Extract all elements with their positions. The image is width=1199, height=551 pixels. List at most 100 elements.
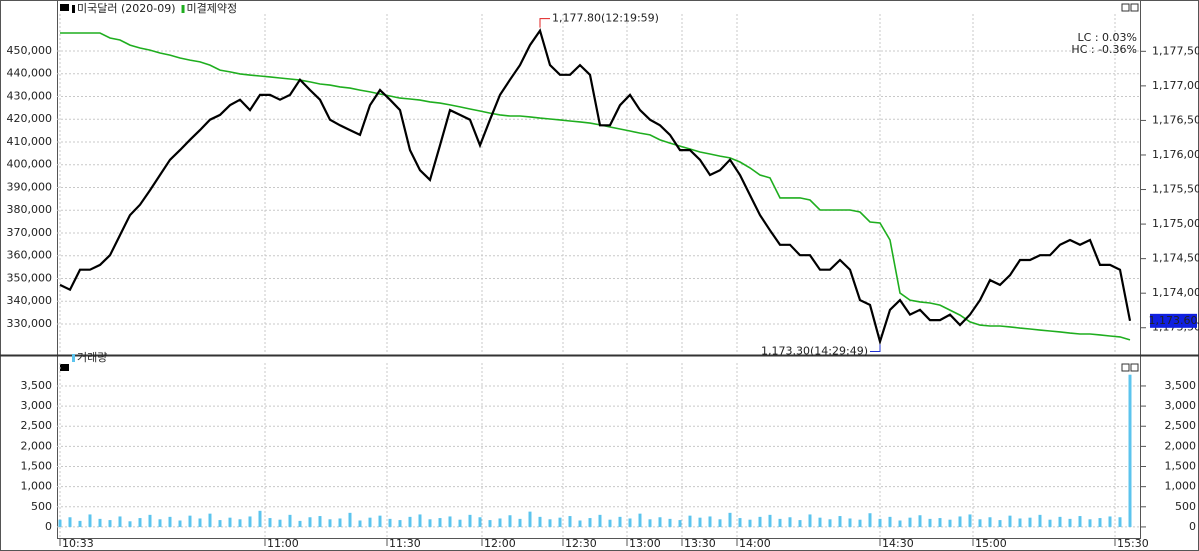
volume-bar xyxy=(648,519,652,527)
volume-bar xyxy=(668,518,672,527)
y-tick-label: 1,000 xyxy=(21,480,53,493)
last-value-label: 1,173.60 xyxy=(1149,314,1198,327)
y2-tick-label: 3,500 xyxy=(1165,379,1197,392)
volume-bar xyxy=(378,515,382,527)
volume-bar xyxy=(1068,518,1072,527)
legend-label: 미국달러 (2020-09) xyxy=(77,2,176,15)
x-tick-label: 11:30 xyxy=(389,537,421,550)
y2-tick-label: 1,176,50 xyxy=(1152,113,1199,126)
volume-bar xyxy=(688,515,692,527)
volume-bar xyxy=(228,517,232,527)
volume-bar xyxy=(808,514,812,527)
last-value-box xyxy=(1150,313,1197,328)
y2-tick-label: 2,500 xyxy=(1165,419,1197,432)
window-button[interactable] xyxy=(1130,3,1139,12)
y-tick-label: 420,000 xyxy=(7,112,53,125)
x-tick-label: 10:33 xyxy=(62,537,94,550)
window-button[interactable] xyxy=(1121,3,1130,12)
y-tick-label: 330,000 xyxy=(7,317,53,330)
volume-bar xyxy=(1008,515,1012,527)
volume-bar xyxy=(738,518,742,527)
volume-bar xyxy=(338,518,342,527)
y2-tick-label: 500 xyxy=(1175,500,1196,513)
y2-tick-label: 1,174,50 xyxy=(1152,252,1199,265)
volume-bar xyxy=(728,512,732,527)
volume-bar xyxy=(528,511,532,527)
panel-icon xyxy=(60,4,69,11)
y-tick-label: 390,000 xyxy=(7,180,53,193)
x-tick-label: 12:00 xyxy=(484,537,516,550)
y2-tick-label: 2,000 xyxy=(1165,439,1197,452)
y2-tick-label: 1,500 xyxy=(1165,460,1197,473)
volume-bar xyxy=(948,519,952,527)
volume-bar xyxy=(1098,518,1102,527)
y-tick-label: 340,000 xyxy=(7,294,53,307)
volume-bar xyxy=(908,517,912,527)
y-tick-label: 3,000 xyxy=(21,399,53,412)
volume-bar xyxy=(408,516,412,527)
window-button[interactable] xyxy=(1121,363,1130,372)
volume-bar xyxy=(248,516,252,527)
x-tick-label: 14:00 xyxy=(739,537,771,550)
volume-bar xyxy=(798,520,802,527)
x-tick-label: 13:00 xyxy=(629,537,661,550)
volume-bar xyxy=(538,516,542,527)
x-tick-label: 14:30 xyxy=(882,537,914,550)
volume-bar xyxy=(708,516,712,527)
volume-bar xyxy=(588,518,592,527)
volume-bar xyxy=(718,519,722,527)
x-tick-label: 15:30 xyxy=(1117,537,1149,550)
volume-bar xyxy=(608,519,612,527)
y-tick-label: 1,500 xyxy=(21,460,53,473)
volume-bar xyxy=(488,520,492,527)
annotation: 1,177.80(12:19:59) xyxy=(552,12,659,25)
volume-bar xyxy=(148,514,152,527)
volume-bar xyxy=(438,518,442,527)
y2-tick-label: 1,175,50 xyxy=(1152,183,1199,196)
y-tick-label: 400,000 xyxy=(7,158,53,171)
volume-bar xyxy=(268,518,272,527)
volume-bar xyxy=(858,519,862,527)
volume-bar xyxy=(278,519,282,527)
volume-bar xyxy=(78,520,82,527)
stat-label: LC : 0.03% xyxy=(1078,31,1137,44)
volume-bar xyxy=(1108,516,1112,527)
volume-bar xyxy=(848,518,852,527)
volume-bar xyxy=(698,517,702,527)
y-tick-label: 2,000 xyxy=(21,439,53,452)
volume-bar xyxy=(458,519,462,527)
y2-tick-label: 3,000 xyxy=(1165,399,1197,412)
y-tick-label: 0 xyxy=(45,520,52,533)
volume-bar xyxy=(158,519,162,527)
volume-bar xyxy=(238,519,242,527)
volume-bar xyxy=(1128,374,1132,527)
volume-bar xyxy=(938,518,942,527)
volume-bar xyxy=(898,520,902,527)
stat-label: HC : -0.36% xyxy=(1071,43,1137,56)
y2-tick-label: 1,177,50 xyxy=(1152,44,1199,57)
volume-bar xyxy=(498,518,502,527)
volume-bar xyxy=(328,519,332,527)
x-tick-label: 11:00 xyxy=(267,537,299,550)
volume-bar xyxy=(558,517,562,527)
volume-bar xyxy=(658,517,662,527)
volume-bar xyxy=(1118,517,1122,527)
window-button[interactable] xyxy=(1130,363,1139,372)
volume-bar xyxy=(868,513,872,527)
volume-bar xyxy=(1088,519,1092,527)
volume-bar xyxy=(318,516,322,527)
volume-bar xyxy=(478,517,482,527)
volume-bar xyxy=(448,516,452,527)
volume-bar xyxy=(768,514,772,527)
y2-tick-label: 1,177,00 xyxy=(1152,79,1199,92)
volume-bar xyxy=(58,519,62,527)
y-tick-label: 370,000 xyxy=(7,226,53,239)
volume-bar xyxy=(88,514,92,527)
volume-bar xyxy=(1018,518,1022,527)
panel-icon xyxy=(60,364,69,371)
volume-bar xyxy=(918,515,922,527)
volume-bar xyxy=(678,520,682,527)
volume-bar xyxy=(838,516,842,527)
